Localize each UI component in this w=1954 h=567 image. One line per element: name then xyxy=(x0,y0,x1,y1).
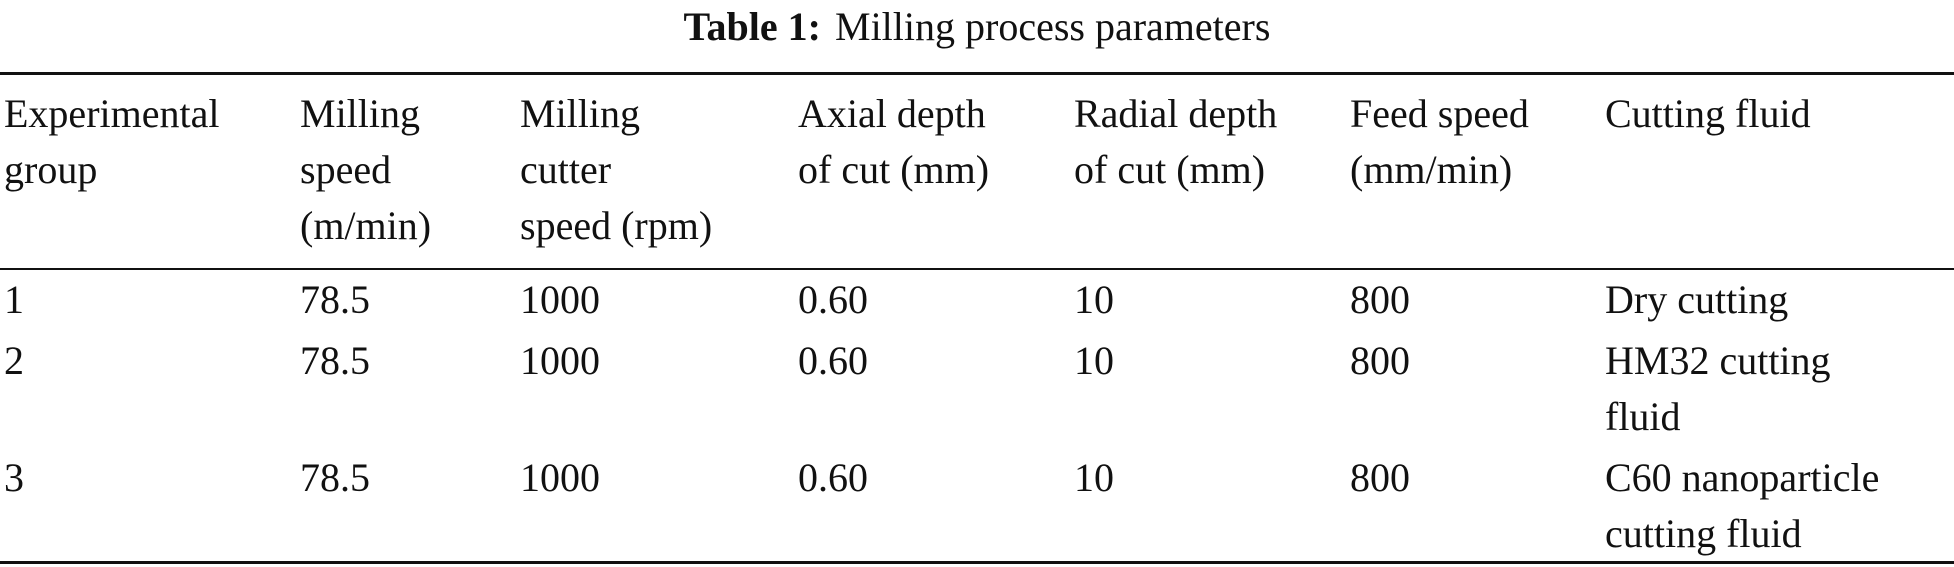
table-caption: Table 1: Milling process parameters xyxy=(0,2,1954,52)
column-header-cutter-speed: Milling cutter speed (rpm) xyxy=(520,91,713,248)
table-cell: 0.60 xyxy=(798,338,868,383)
table-cell: 78.5 xyxy=(300,338,370,383)
table-cell: Dry cutting xyxy=(1605,277,1789,322)
table-cell: 0.60 xyxy=(798,277,868,322)
table-cell: 1 xyxy=(4,277,24,322)
table-cell: C60 nanoparticle cutting fluid xyxy=(1605,455,1880,556)
table-cell: 800 xyxy=(1350,455,1410,500)
column-header-experimental-group: Experimental group xyxy=(4,91,220,192)
table-cell: 78.5 xyxy=(300,455,370,500)
table-cell: 10 xyxy=(1074,338,1114,383)
table-cell: 800 xyxy=(1350,338,1410,383)
column-header-radial-depth: Radial depth of cut (mm) xyxy=(1074,91,1278,192)
column-header-cutting-fluid: Cutting fluid xyxy=(1605,91,1811,136)
table-cell: 1000 xyxy=(520,455,600,500)
table-header-rule xyxy=(0,268,1954,270)
table-caption-title: Milling process parameters xyxy=(835,4,1271,49)
table-top-rule xyxy=(0,72,1954,75)
table-bottom-rule xyxy=(0,561,1954,564)
column-header-axial-depth: Axial depth of cut (mm) xyxy=(798,91,990,192)
table-cell: 3 xyxy=(4,455,24,500)
table-cell: 1000 xyxy=(520,338,600,383)
table-cell: 78.5 xyxy=(300,277,370,322)
table-cell: HM32 cutting fluid xyxy=(1605,338,1831,439)
column-header-milling-speed: Milling speed (m/min) xyxy=(300,91,432,248)
table-cell: 0.60 xyxy=(798,455,868,500)
table-caption-label: Table 1: xyxy=(683,4,821,49)
table-cell: 10 xyxy=(1074,455,1114,500)
table-cell: 800 xyxy=(1350,277,1410,322)
table-cell: 1000 xyxy=(520,277,600,322)
column-header-feed-speed: Feed speed (mm/min) xyxy=(1350,91,1529,192)
table-cell: 10 xyxy=(1074,277,1114,322)
table-cell: 2 xyxy=(4,338,24,383)
